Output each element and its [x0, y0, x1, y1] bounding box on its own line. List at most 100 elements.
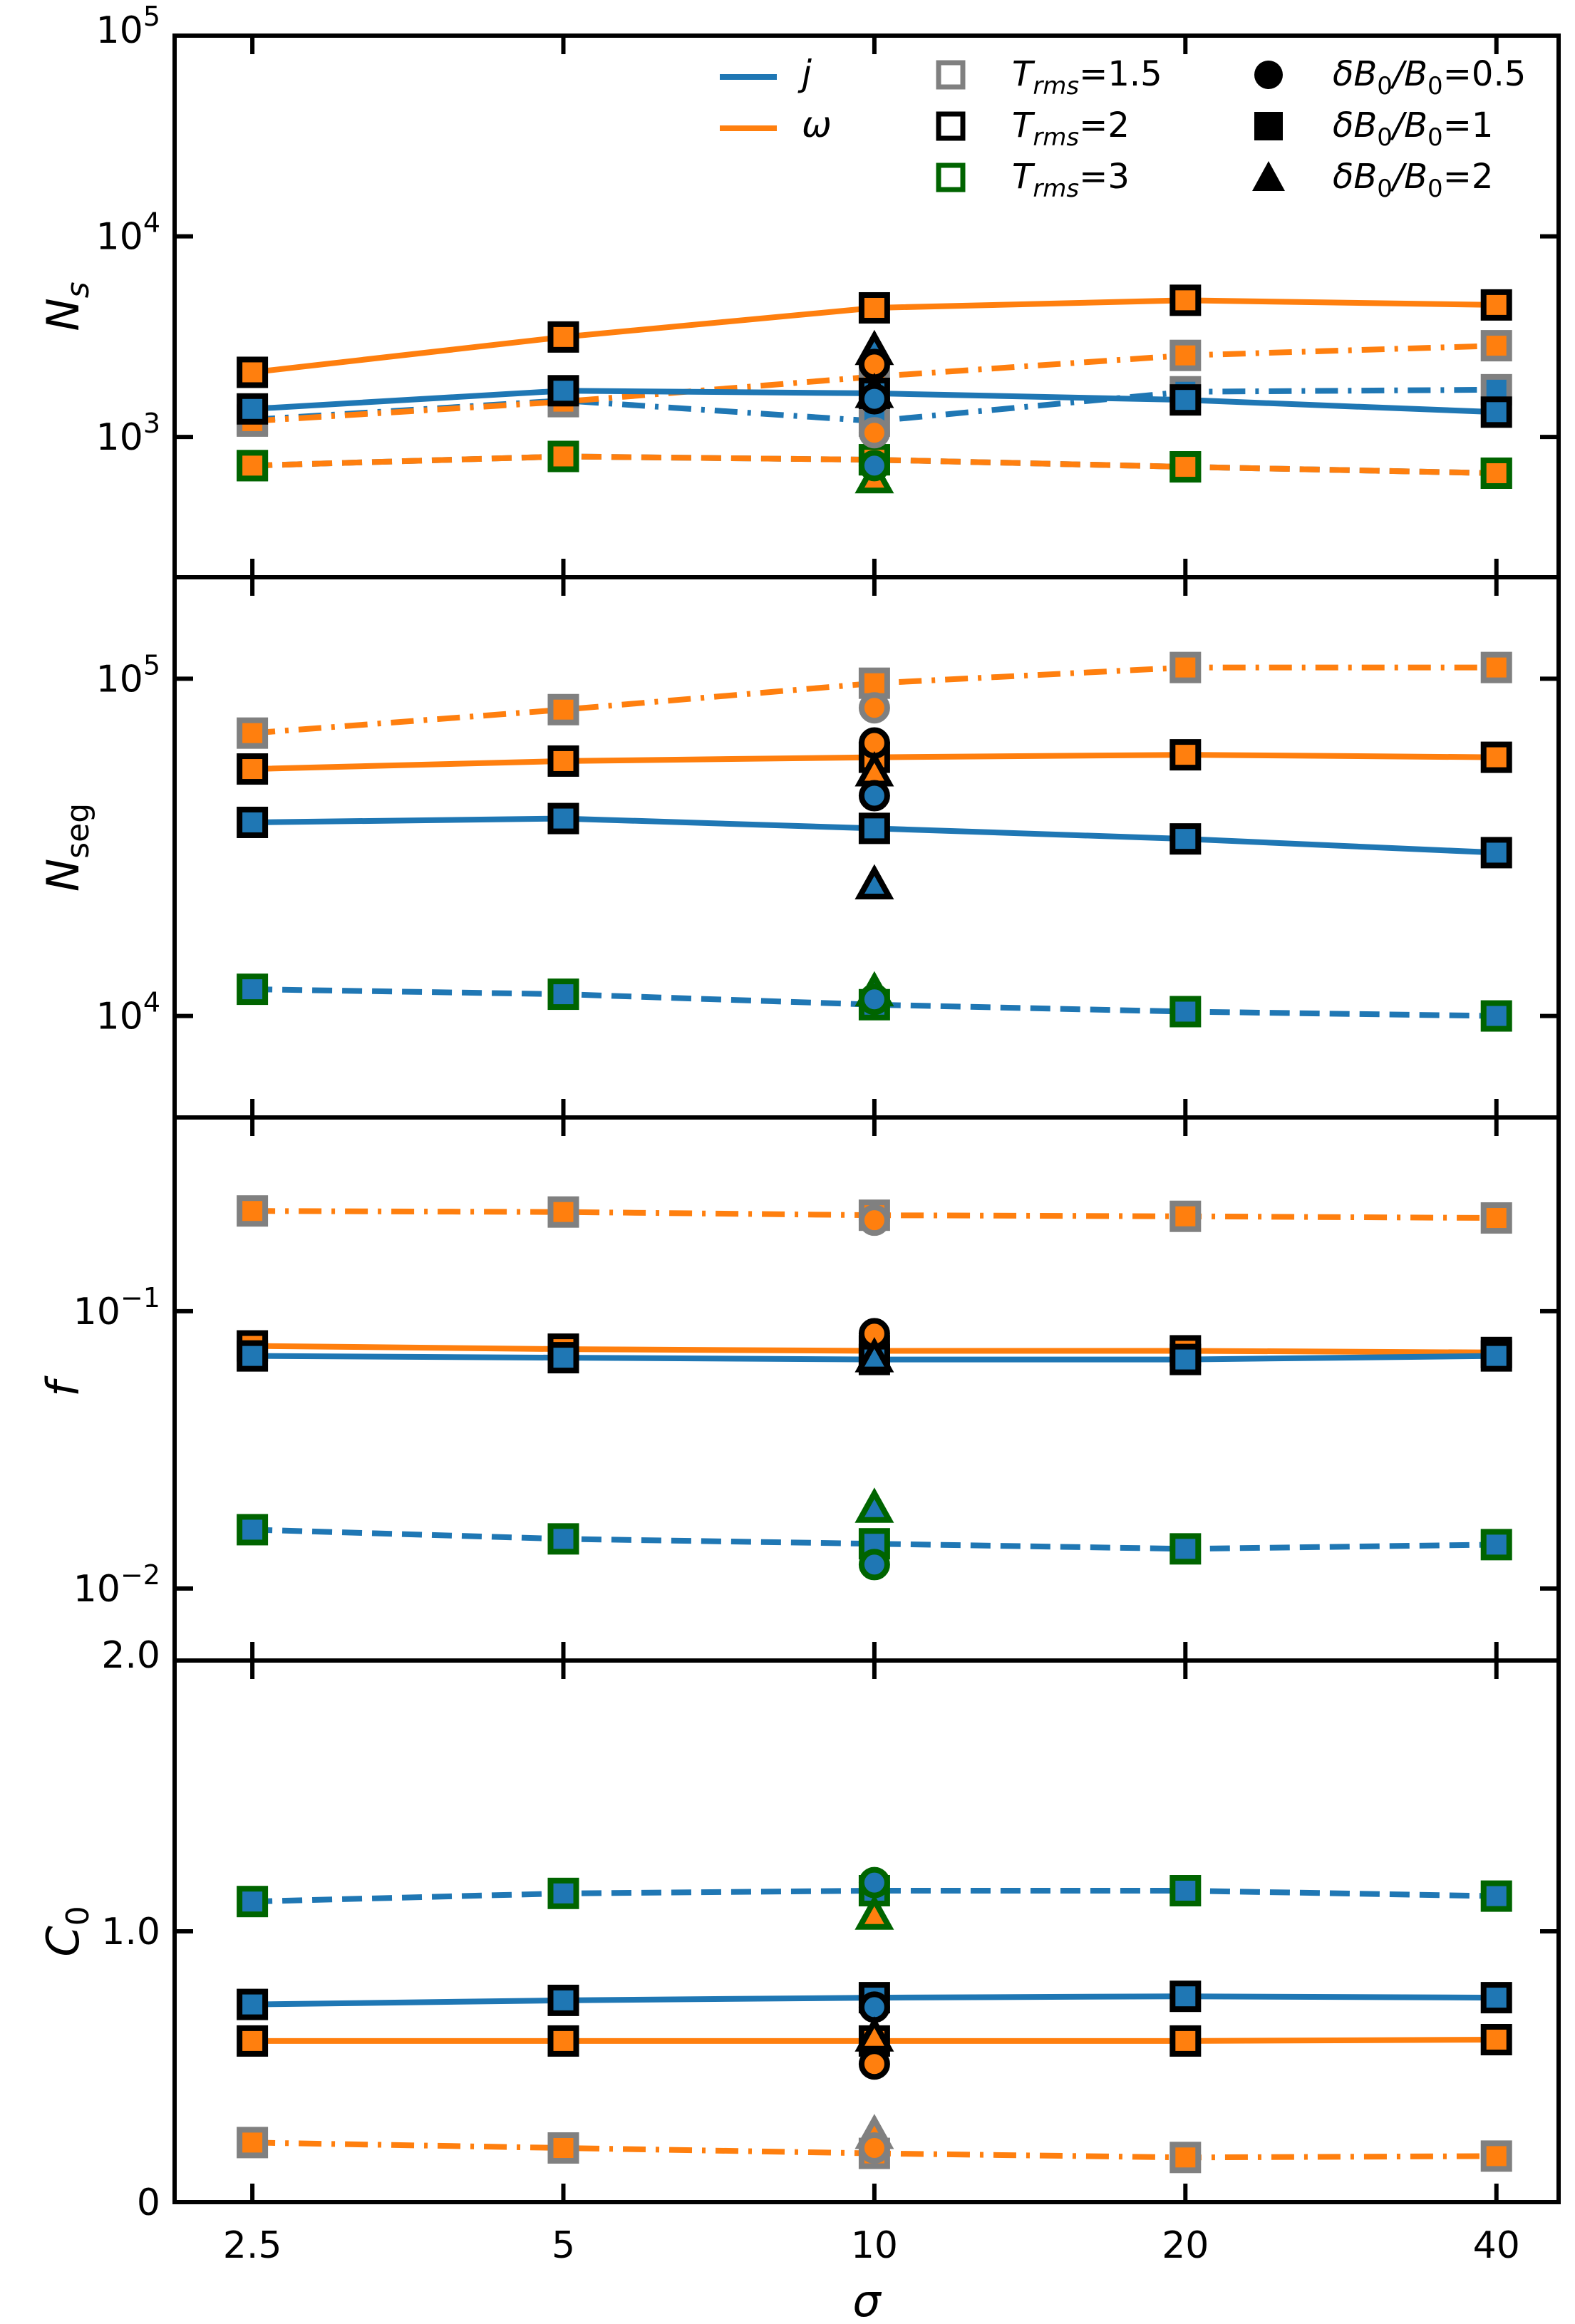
- series-marker: [1480, 330, 1512, 362]
- series-marker: [237, 717, 269, 749]
- legend: jωTrms=1.5Trms=2Trms=3δB0/B0=0.5δB0/B0=1…: [720, 53, 1526, 203]
- legend-trms-label: Trms=2: [1012, 105, 1130, 152]
- data-point: [858, 780, 890, 812]
- series-marker: [237, 753, 269, 785]
- series-marker: [547, 802, 579, 835]
- x-axis: 2.5 5 10 20 40 σ: [223, 2224, 1520, 2324]
- data-point: [854, 1894, 894, 1930]
- series-marker: [1169, 823, 1202, 855]
- series-marker: [858, 291, 890, 324]
- legend-trms-marker: [936, 60, 966, 90]
- data-point: [858, 1991, 890, 2023]
- series-marker: [547, 1984, 579, 2016]
- data-point: [858, 1549, 890, 1581]
- y-tick-label: 0: [137, 2181, 160, 2224]
- series-marker: [1480, 457, 1512, 489]
- data-point: [858, 2132, 890, 2164]
- x-axis-label: σ: [852, 2275, 882, 2324]
- series-marker: [237, 806, 269, 838]
- series-marker: [1480, 651, 1512, 683]
- series-marker: [547, 693, 579, 725]
- series-marker: [547, 321, 579, 353]
- series-marker: [1169, 996, 1202, 1028]
- legend-db-marker: [1252, 161, 1285, 191]
- series-marker: [237, 450, 269, 482]
- data-point: [854, 1487, 894, 1523]
- series-marker: [1480, 1880, 1512, 1912]
- series-marker: [858, 812, 890, 845]
- data-point: [858, 450, 890, 482]
- legend-line-label: ω: [802, 104, 832, 145]
- data-point: [858, 983, 890, 1016]
- series-marker: [1480, 1529, 1512, 1561]
- series-marker: [1169, 284, 1202, 316]
- series-marker: [237, 1195, 269, 1227]
- y-tick-label: 1.0: [101, 1911, 160, 1953]
- x-tick-label: 5: [552, 2224, 575, 2267]
- series-marker: [237, 1886, 269, 1918]
- data-point: [858, 1866, 890, 1899]
- series-marker: [547, 745, 579, 777]
- series-line: [252, 1527, 1497, 1552]
- series-marker: [1169, 1875, 1202, 1906]
- series-marker: [547, 1196, 579, 1228]
- y-tick-label: 2.0: [101, 1634, 160, 1677]
- series-marker: [1480, 396, 1512, 428]
- legend-db-marker: [1254, 61, 1283, 89]
- legend-trms-marker: [936, 162, 966, 192]
- data-point: [858, 417, 890, 449]
- series-marker: [547, 375, 579, 407]
- series-line: [252, 453, 1497, 476]
- y-axis-label: C0: [37, 1906, 96, 1956]
- x-tick-label: 2.5: [223, 2224, 282, 2267]
- series-marker: [1480, 2024, 1512, 2055]
- series-marker: [547, 1342, 579, 1374]
- series-marker: [1169, 739, 1202, 771]
- series-marker: [237, 974, 269, 1006]
- y-tick-label: 10−2: [73, 1559, 160, 1611]
- series-marker: [237, 2025, 269, 2057]
- series-marker: [1169, 384, 1202, 416]
- x-tick-label: 10: [851, 2224, 898, 2267]
- y-axis-label: Ns: [37, 282, 96, 331]
- legend-db-marker: [1254, 112, 1283, 140]
- series-marker: [1169, 2025, 1202, 2057]
- legend-trms-label: Trms=1.5: [1012, 54, 1162, 100]
- series-marker: [1480, 1982, 1512, 2014]
- x-tick-label: 40: [1473, 2224, 1520, 2267]
- series-marker: [547, 440, 579, 472]
- series-marker: [1169, 1200, 1202, 1232]
- series-marker: [1480, 1202, 1512, 1234]
- data-point: [854, 864, 894, 899]
- series-marker: [1480, 2140, 1512, 2172]
- panel-4: 0 1.0 2.0 C0: [37, 1634, 1561, 2224]
- legend-db-label: δB0/B0=1: [1333, 105, 1493, 152]
- x-tick-label: 20: [1162, 2224, 1209, 2267]
- series-marker: [1480, 741, 1512, 773]
- series-marker: [1480, 289, 1512, 321]
- series-marker: [547, 978, 579, 1011]
- data-point: [858, 692, 890, 724]
- panel-3: 10−210−1f: [37, 1115, 1561, 1663]
- series-marker: [1480, 1000, 1512, 1032]
- series-marker: [237, 1514, 269, 1546]
- series-marker: [1169, 651, 1202, 683]
- data-point: [858, 2048, 890, 2080]
- series-marker: [1480, 1340, 1512, 1372]
- legend-db-label: δB0/B0=2: [1333, 157, 1493, 203]
- series-marker: [237, 356, 269, 388]
- series-line: [252, 1888, 1497, 1905]
- legend-trms-marker: [936, 111, 966, 141]
- data-point: [854, 1337, 894, 1373]
- series-marker: [237, 1988, 269, 2020]
- series-marker: [547, 1877, 579, 1909]
- series-line: [252, 986, 1497, 1019]
- series-marker: [1169, 1980, 1202, 2013]
- series-marker: [1169, 451, 1202, 483]
- series-marker: [1169, 1343, 1202, 1375]
- series-marker: [237, 2127, 269, 2159]
